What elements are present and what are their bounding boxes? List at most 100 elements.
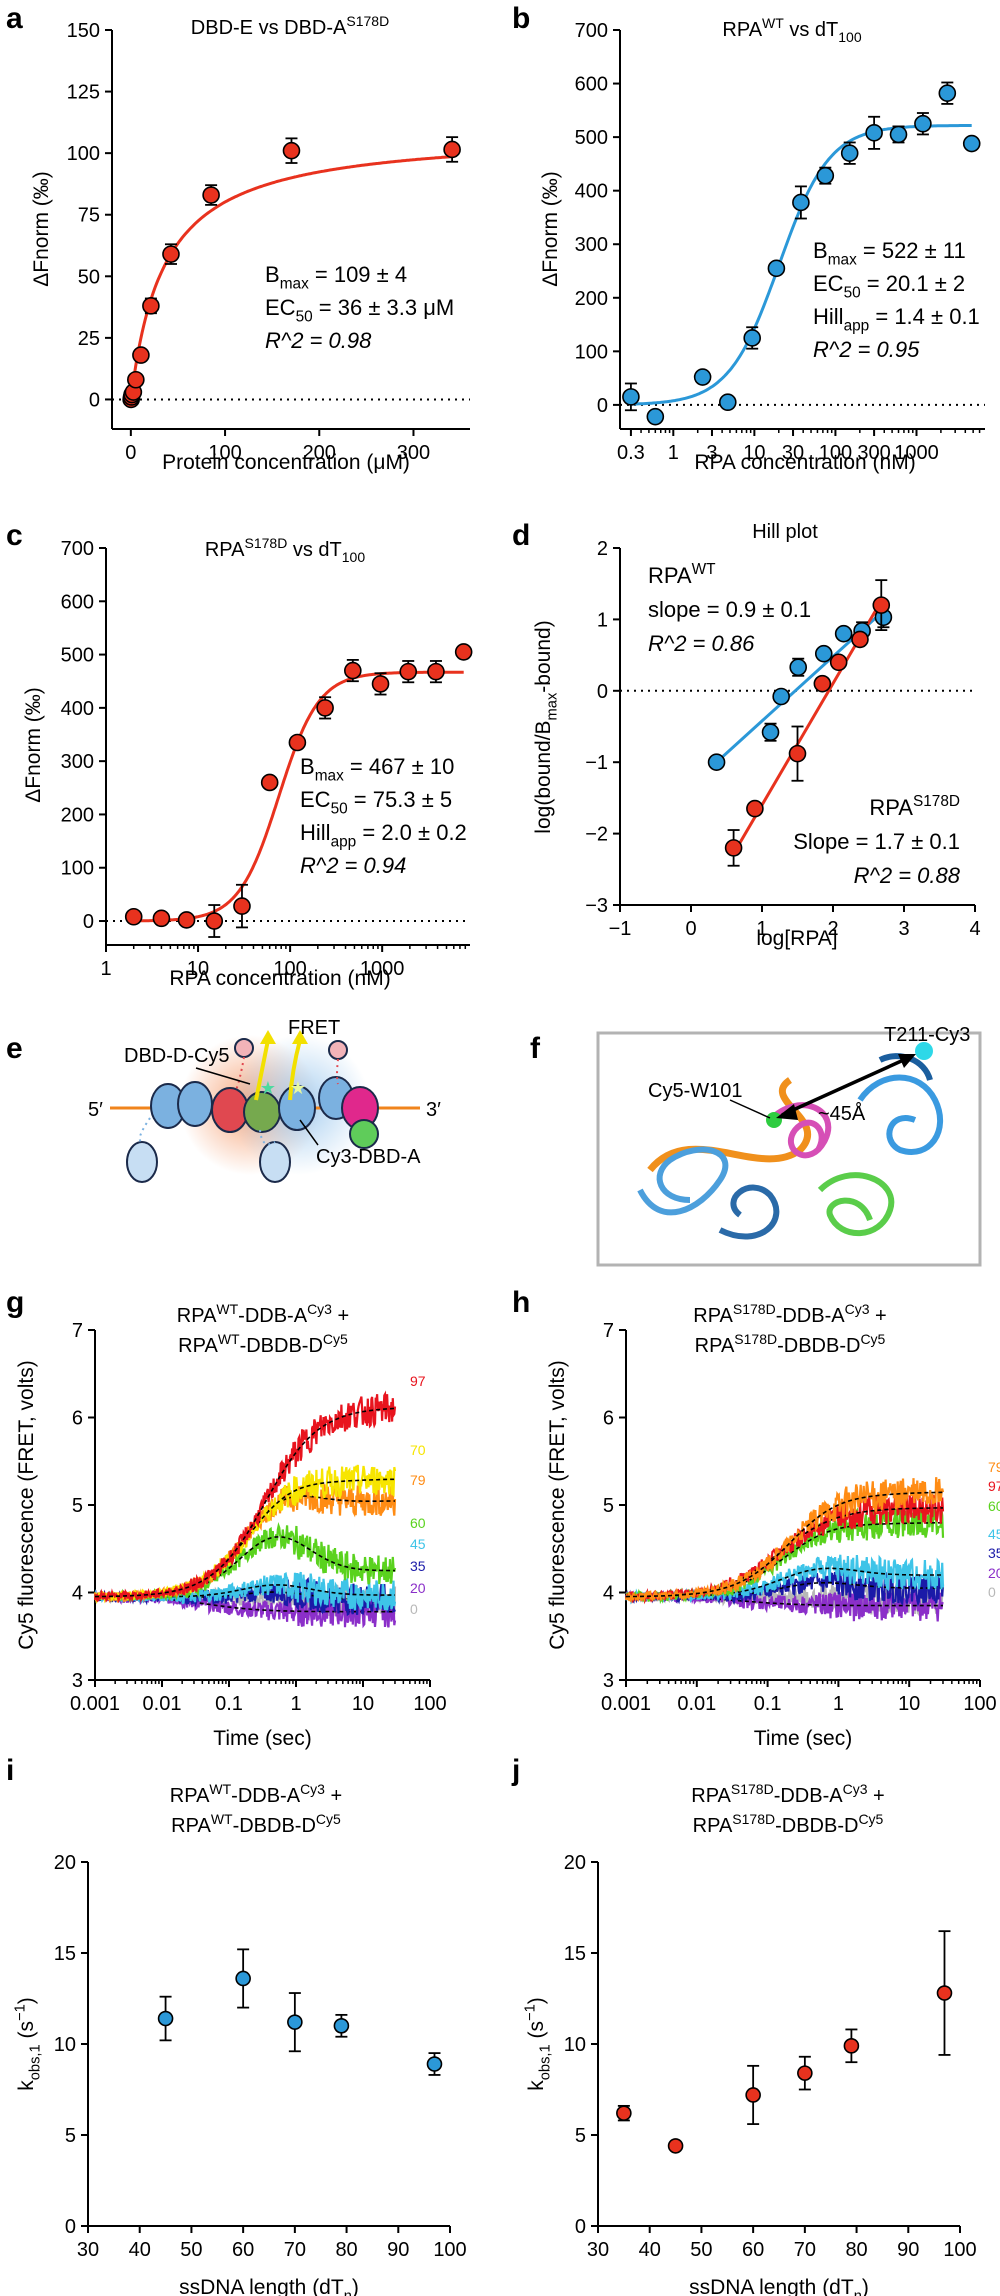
y-tick-label: 700 [575, 20, 608, 42]
x-tick-label: 0.01 [677, 1693, 716, 1715]
fit-annotation: EC50 = 75.3 ± 5 [300, 787, 452, 818]
fret-arrowhead [260, 1030, 276, 1044]
series-end-label: 97 [410, 1373, 426, 1389]
tether-node [234, 1038, 254, 1058]
chart-title: RPAWT-DDB-ACy3 + [177, 1301, 349, 1327]
data-point [157, 2010, 174, 2027]
data-point [962, 134, 981, 153]
x-tick-label: −1 [609, 918, 632, 940]
dbd-ribbon [857, 1074, 943, 1155]
series-end-label: 79 [988, 1459, 1000, 1475]
y-axis-label: Cy5 fluorescence (FRET, volts) [546, 1360, 569, 1649]
data-point [142, 297, 160, 315]
fit-curve [630, 124, 972, 406]
y-tick-label: 5 [65, 2125, 76, 2147]
data-point [767, 259, 786, 278]
data-point [202, 186, 220, 204]
fit-annotation: R^2 = 0.94 [300, 853, 406, 878]
x-tick-label: 300 [397, 442, 430, 464]
data-point [162, 245, 180, 263]
fret-schematic: ★ ★ FRET DBD-D-Cy5 5′ 3′ Cy3-DBD-A [88, 1017, 441, 1183]
y-axis-label: log(bound/Bmax-bound) [532, 620, 560, 833]
panel-label-b: b [512, 2, 530, 35]
x-tick-label: 1 [100, 958, 111, 980]
y-tick-label: 1 [597, 609, 608, 631]
y-tick-label: 700 [61, 538, 94, 560]
series-end-label: 60 [410, 1515, 426, 1531]
x-tick-label: 80 [845, 2239, 867, 2261]
cy5-w101-label: Cy5-W101 [648, 1080, 742, 1102]
dbd-a-domain [278, 1085, 316, 1131]
x-tick-label: 50 [690, 2239, 712, 2261]
x-axis-label: ssDNA length (dTn) [179, 2276, 359, 2296]
y-tick-label: 100 [67, 143, 100, 165]
y-tick-label: −3 [585, 895, 608, 917]
pointer-line [729, 1099, 771, 1119]
x-tick-label: 40 [129, 2239, 151, 2261]
y-tick-label: 3 [603, 1670, 614, 1692]
x-tick-label: 1000 [894, 442, 939, 464]
data-point [718, 393, 737, 412]
series-end-label: 70 [410, 1442, 426, 1458]
y-tick-label: 200 [575, 288, 608, 310]
chart-title: Hill plot [752, 521, 818, 543]
distance-label: ~45Å [818, 1102, 866, 1125]
x-tick-label: 0.01 [143, 1693, 182, 1715]
y-axis-label: Cy5 fluorescence (FRET, volts) [15, 1360, 38, 1649]
chart-a: 0 25 50 75 100 125 150 0 100 200 300 DBD-E vs DBD-A… [30, 13, 470, 474]
series-end-label: 45 [988, 1526, 1000, 1542]
data-point [788, 744, 807, 763]
data-point [889, 125, 908, 144]
data-point [813, 674, 832, 693]
chart-i: 0 5 10 15 20 30 40 50 60 70 80 90 100 RPAWT-DDB-ACy3 … [13, 1781, 467, 2296]
y-tick-label: 400 [575, 181, 608, 203]
y-tick-label: −2 [585, 824, 608, 846]
data-point [851, 630, 869, 649]
data-point [399, 662, 418, 681]
series-end-label: 20 [410, 1580, 426, 1596]
x-tick-label: 100 [433, 2239, 466, 2261]
data-point [616, 2105, 632, 2121]
data-point [936, 1985, 953, 2001]
y-tick-label: 3 [72, 1670, 83, 1692]
data-point [260, 773, 279, 792]
data-point [829, 653, 848, 672]
y-tick-label: 0 [83, 911, 94, 933]
data-point [724, 839, 743, 857]
linker [138, 1117, 151, 1143]
trace-97 [93, 1390, 397, 1604]
x-tick-label: 10 [743, 442, 765, 464]
dbd-d-domain [211, 1087, 249, 1133]
three-prime-label: 3′ [426, 1099, 441, 1121]
y-tick-label: 4 [72, 1583, 83, 1605]
data-point [235, 1970, 251, 1987]
data-point [371, 675, 390, 693]
y-tick-label: 0 [65, 2216, 76, 2238]
cy5-dye-sphere [766, 1112, 782, 1128]
fret-arrow [288, 1039, 302, 1101]
x-tick-label: 60 [742, 2239, 764, 2261]
data-point [693, 368, 712, 386]
y-axis-label: ΔFnorm (‰) [22, 687, 45, 803]
wt-annotation: slope = 0.9 ± 0.1 [648, 597, 811, 622]
y-tick-label: 20 [54, 1852, 76, 1874]
y-tick-label: 20 [564, 1852, 586, 1874]
y-tick-label: 6 [603, 1408, 614, 1430]
data-point [205, 912, 224, 930]
panel-label-c: c [6, 519, 23, 552]
chart-c: 0 100 200 300 400 500 600 700 1 10 100 1000 RPAS178D… [22, 535, 473, 990]
y-tick-label: 2 [597, 538, 608, 560]
chart-title: RPAWT-DDB-ACy3 + [170, 1781, 342, 1807]
x-tick-label: 90 [897, 2239, 919, 2261]
y-tick-label: 50 [78, 266, 100, 288]
chart-title: RPAWT-DBDB-DCy5 [171, 1811, 341, 1837]
fit-annotation: EC50 = 36 ± 3.3 μM [265, 295, 454, 326]
y-tick-label: 5 [603, 1495, 614, 1517]
data-point [743, 329, 761, 347]
chart-title: RPAS178D-DDB-ACy3 + [691, 1781, 885, 1807]
panel-label-f: f [530, 1032, 541, 1065]
x-tick-label: 100 [819, 442, 852, 464]
panel-label-j: j [511, 1754, 520, 1787]
data-point [834, 624, 853, 643]
data-point [344, 661, 362, 680]
